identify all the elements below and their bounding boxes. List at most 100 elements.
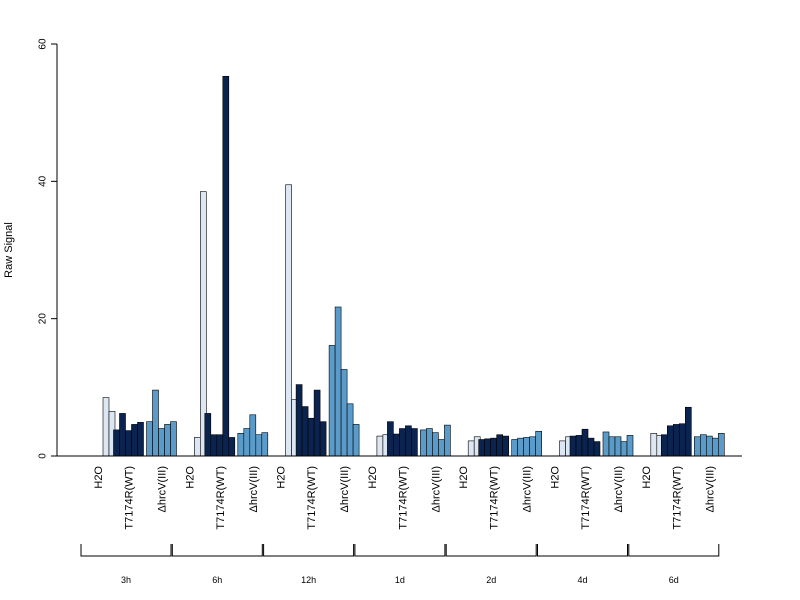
- bar-6h-1-2: [216, 434, 224, 457]
- bar-4d-2-1: [608, 436, 616, 457]
- bar-4d-2-3: [620, 441, 628, 457]
- bar-6h-2-2: [249, 414, 257, 457]
- time-bracket-6d: [628, 544, 720, 557]
- bar-2d-1-1: [484, 438, 492, 457]
- bar-4d-2-2: [614, 436, 622, 457]
- condition-label-2d-1: T7174R(WT): [489, 466, 501, 530]
- condition-label-3h-2: ΔhrcV(III): [157, 466, 169, 512]
- bar-6h-1-0: [204, 413, 212, 457]
- bar-6d-2-0: [693, 436, 701, 457]
- bar-6d-1-0: [660, 434, 668, 457]
- bar-3h-2-4: [170, 421, 177, 457]
- bar-1d-2-1: [426, 428, 433, 457]
- time-bracket-3h: [80, 544, 172, 557]
- bar-1d-1-0: [387, 421, 394, 457]
- condition-label-12h-1: T7174R(WT): [306, 466, 318, 530]
- condition-label-6d-1: T7174R(WT): [671, 466, 683, 530]
- condition-label-4d-1: T7174R(WT): [580, 466, 592, 530]
- time-label-4d: 4d: [577, 575, 587, 585]
- bar-3h-1-3: [131, 424, 138, 457]
- bar-1d-2-2: [432, 432, 439, 457]
- condition-label-2d-2: ΔhrcV(III): [522, 466, 534, 512]
- bar-12h-2-0: [328, 345, 336, 457]
- bar-2d-2-4: [535, 430, 543, 457]
- condition-label-6h-2: ΔhrcV(III): [248, 466, 260, 512]
- y-axis: Raw Signal 0 20 40 60: [3, 38, 58, 459]
- bar-12h-0-1: [285, 184, 292, 457]
- condition-label-1d-2: ΔhrcV(III): [430, 466, 442, 512]
- time-bracket-4d: [537, 544, 628, 557]
- bar-3h-2-1: [152, 389, 159, 457]
- condition-label-12h-2: ΔhrcV(III): [339, 466, 351, 512]
- bar-12h-1-1: [301, 406, 309, 457]
- bar-6d-2-4: [717, 433, 725, 457]
- bar-3h-1-1: [119, 413, 126, 457]
- bar-6d-1-3: [678, 423, 686, 457]
- y-axis-label: Raw Signal: [3, 222, 15, 278]
- bar-6d-1-2: [672, 424, 680, 457]
- bar-2d-1-0: [478, 439, 486, 457]
- condition-label-6h-0: H2O: [184, 466, 196, 489]
- bar-4d-1-2: [581, 428, 589, 457]
- condition-label-6d-2: ΔhrcV(III): [704, 466, 716, 512]
- bar-6h-2-0: [237, 433, 245, 457]
- bar-6h-1-1: [210, 434, 218, 457]
- condition-label-3h-1: T7174R(WT): [124, 466, 136, 530]
- y-tick-label-3: 60: [38, 38, 49, 50]
- bar-1d-2-4: [444, 424, 451, 457]
- bar-12h-2-4: [352, 424, 360, 457]
- y-tick-label-2: 40: [38, 175, 49, 187]
- condition-label-1d-0: H2O: [367, 466, 379, 489]
- y-tick-label-0: 0: [38, 453, 49, 459]
- time-label-6h: 6h: [212, 575, 222, 585]
- bar-2d-1-3: [496, 434, 504, 457]
- time-label-1d: 1d: [395, 575, 405, 585]
- bar-12h-1-4: [319, 421, 327, 457]
- bar-2d-0-1: [467, 440, 475, 457]
- condition-label-2d-0: H2O: [458, 466, 470, 489]
- bar-3h-1-2: [125, 430, 132, 457]
- bar-1d-2-3: [438, 439, 445, 457]
- time-brackets: 3h 6h 12h 1d 2d 4d 6d: [80, 544, 720, 585]
- bar-4d-2-0: [602, 431, 610, 457]
- bar-6d-1-1: [666, 425, 674, 457]
- bar-4d-1-1: [575, 435, 583, 457]
- bar-12h-1-3: [313, 389, 321, 457]
- bar-6d-2-2: [705, 435, 713, 457]
- bar-4d-1-3: [587, 437, 595, 457]
- bar-3h-1-0: [113, 429, 120, 457]
- time-bracket-6h: [171, 544, 263, 557]
- bar-2d-2-2: [523, 437, 531, 457]
- time-label-3h: 3h: [121, 575, 131, 585]
- bar-2d-1-4: [502, 435, 510, 457]
- bar-1d-2-0: [420, 429, 427, 457]
- condition-label-6h-1: T7174R(WT): [215, 466, 227, 530]
- time-bracket-2d: [445, 544, 537, 557]
- bar-4d-1-0: [569, 435, 577, 457]
- bar-6h-1-3: [222, 75, 230, 457]
- bar-3h-2-3: [164, 424, 171, 457]
- bar-6h-2-4: [261, 432, 269, 457]
- bar-12h-2-1: [334, 306, 342, 457]
- bar-12h-2-3: [346, 403, 354, 457]
- bar-2d-2-0: [511, 439, 519, 457]
- bar-6d-2-1: [699, 434, 707, 457]
- bar-6h-1-4: [228, 437, 236, 457]
- bar-12h-2-2: [340, 369, 348, 457]
- time-label-6d: 6d: [669, 575, 679, 585]
- bar-12h-1-0: [295, 384, 303, 457]
- time-bracket-12h: [263, 544, 355, 557]
- condition-label-4d-2: ΔhrcV(III): [613, 466, 625, 512]
- time-label-12h: 12h: [301, 575, 316, 585]
- bar-2d-2-1: [517, 437, 525, 457]
- bar-1d-1-3: [405, 425, 412, 457]
- condition-label-3h-0: H2O: [93, 466, 105, 489]
- bar-1d-1-1: [393, 433, 400, 457]
- y-tick-label-1: 20: [38, 313, 49, 325]
- bar-3h-2-0: [146, 421, 153, 457]
- bar-6h-2-3: [255, 434, 263, 457]
- bar-2d-1-2: [490, 437, 498, 457]
- bar-2d-2-3: [529, 436, 537, 457]
- bar-6h-2-1: [243, 428, 251, 457]
